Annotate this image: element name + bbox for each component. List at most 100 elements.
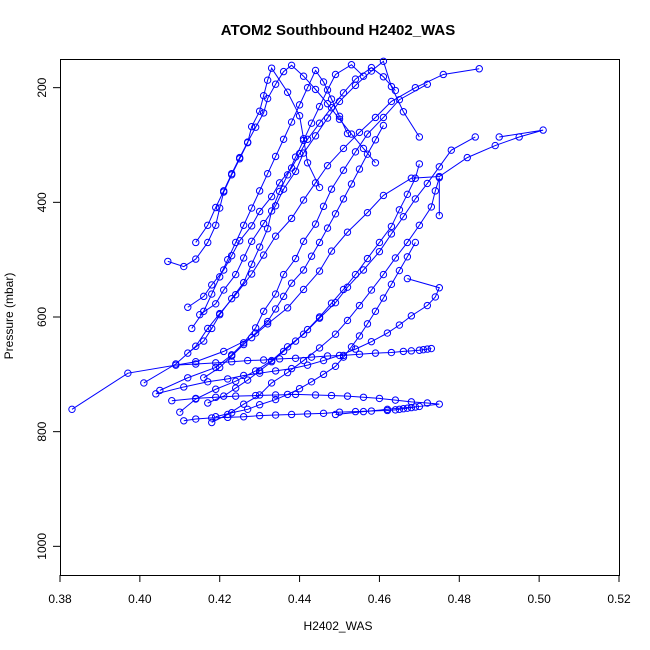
data-point	[431, 293, 440, 301]
series-14	[192, 61, 380, 247]
data-point	[327, 391, 336, 400]
data-point	[303, 83, 312, 92]
data-point	[355, 350, 364, 358]
data-point	[291, 337, 300, 345]
data-point	[379, 73, 388, 81]
data-point	[267, 64, 276, 72]
data-point	[212, 221, 220, 229]
data-point	[491, 141, 499, 150]
x-axis-tick-label: 0.46	[368, 592, 392, 606]
data-point	[375, 394, 384, 403]
data-point	[271, 202, 280, 210]
data-point	[239, 278, 248, 287]
data-point	[387, 97, 396, 106]
data-point	[379, 270, 388, 279]
data-point	[231, 392, 240, 400]
data-point	[291, 354, 300, 362]
data-point	[216, 363, 224, 372]
data-point	[227, 352, 236, 360]
data-point	[283, 343, 292, 351]
data-point	[184, 374, 192, 382]
data-point	[399, 405, 408, 413]
data-point	[287, 214, 296, 223]
data-point	[180, 417, 188, 425]
data-point	[279, 67, 288, 76]
data-point	[247, 270, 256, 278]
data-point	[295, 112, 304, 120]
x-axis-tick-label: 0.48	[448, 592, 472, 606]
plot-area-border	[60, 59, 620, 576]
data-point	[415, 133, 424, 141]
data-point	[319, 409, 328, 418]
data-point	[375, 238, 384, 247]
data-point	[343, 316, 352, 325]
data-point	[271, 395, 280, 404]
data-point	[339, 285, 348, 294]
data-point	[200, 307, 208, 315]
data-point	[403, 190, 412, 199]
x-axis-tick-label: 0.40	[128, 592, 152, 606]
data-point	[363, 150, 372, 158]
data-point	[259, 356, 268, 364]
data-point	[439, 70, 448, 79]
data-point	[351, 345, 360, 353]
data-point	[231, 290, 240, 299]
data-point	[271, 391, 280, 399]
data-point	[235, 153, 244, 162]
data-point	[387, 280, 396, 289]
series-11	[172, 344, 436, 369]
data-point	[263, 317, 272, 326]
data-point	[323, 86, 332, 94]
data-point	[539, 126, 547, 134]
data-point	[239, 400, 248, 408]
data-point	[315, 119, 324, 127]
data-point	[335, 112, 344, 121]
x-axis-tick-label: 0.44	[288, 592, 312, 606]
data-point	[200, 337, 208, 345]
data-point	[243, 405, 252, 414]
data-point	[208, 290, 216, 298]
data-point	[208, 414, 216, 422]
data-point	[227, 358, 236, 366]
data-point	[419, 345, 428, 354]
data-point	[275, 355, 284, 363]
data-point	[212, 393, 220, 401]
data-point	[188, 324, 196, 333]
data-point	[184, 303, 192, 311]
data-point	[415, 221, 424, 229]
data-point	[259, 219, 268, 228]
data-point	[391, 86, 400, 95]
series-10	[168, 390, 444, 419]
data-point	[371, 349, 380, 357]
data-point	[407, 174, 416, 182]
data-point	[407, 403, 416, 412]
data-point	[335, 408, 344, 416]
y-axis-tick-label: 400	[35, 192, 49, 212]
data-point	[351, 75, 360, 83]
data-point	[220, 266, 228, 274]
data-point	[247, 260, 256, 268]
data-point	[255, 107, 264, 115]
data-point	[355, 128, 364, 137]
data-point	[279, 270, 288, 279]
data-point	[423, 80, 432, 88]
series-15	[188, 66, 352, 333]
data-point	[371, 113, 380, 122]
data-point	[403, 274, 412, 283]
data-point	[239, 413, 248, 421]
data-point	[271, 305, 280, 313]
data-point	[220, 347, 228, 356]
data-point	[212, 300, 220, 308]
series-2	[140, 65, 483, 387]
data-point	[463, 153, 471, 162]
data-point	[271, 152, 280, 161]
data-point	[140, 379, 148, 387]
data-point	[192, 360, 200, 368]
data-point	[172, 361, 180, 369]
data-point	[339, 166, 348, 174]
chart-title: ATOM2 Southbound H2402_WAS	[221, 22, 455, 39]
series-line-18	[215, 242, 416, 418]
data-point	[355, 332, 364, 340]
data-point	[323, 100, 332, 108]
